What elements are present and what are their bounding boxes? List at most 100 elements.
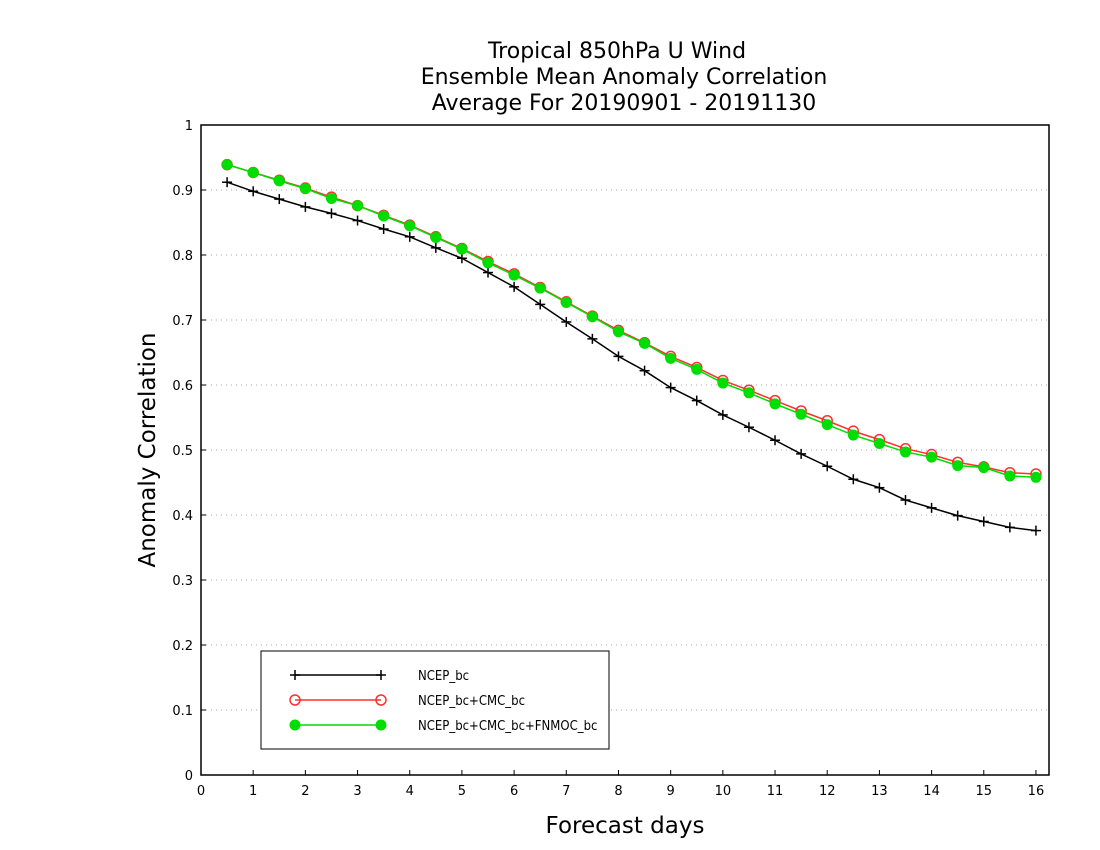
chart-title-line-1: Tropical 850hPa U Wind — [487, 39, 746, 64]
data-point — [325, 192, 337, 204]
data-point — [222, 177, 233, 188]
data-point — [430, 231, 442, 243]
data-point — [899, 446, 911, 458]
data-point — [769, 398, 781, 410]
series-line — [226, 163, 1036, 479]
data-point — [378, 210, 390, 222]
data-point — [587, 333, 598, 344]
y-tick-label: 0.2 — [172, 639, 193, 654]
data-point — [352, 215, 363, 226]
data-point — [770, 435, 781, 446]
legend-item: NCEP_bc — [290, 669, 469, 684]
x-tick-label: 5 — [458, 784, 466, 799]
data-point — [483, 267, 494, 278]
chart-title-line-3: Average For 20190901 - 20191130 — [432, 91, 817, 116]
data-point — [299, 183, 311, 195]
data-point — [247, 166, 259, 178]
legend-marker — [376, 670, 386, 680]
data-point — [978, 462, 990, 474]
x-tick-label: 16 — [1028, 784, 1045, 799]
data-point — [535, 299, 546, 310]
series-layer — [221, 158, 1042, 536]
x-tick-label: 11 — [767, 784, 784, 799]
data-point — [848, 474, 859, 485]
series-3 — [221, 159, 1042, 483]
data-point — [952, 510, 963, 521]
x-tick-label: 12 — [819, 784, 836, 799]
legend-marker — [290, 670, 300, 680]
x-tick-label: 8 — [614, 784, 622, 799]
x-tick-label: 13 — [871, 784, 888, 799]
legend-marker — [289, 719, 301, 731]
y-tick-label: 0.4 — [172, 509, 193, 524]
data-point — [691, 363, 703, 375]
data-point — [847, 429, 859, 441]
data-point — [560, 296, 572, 308]
data-point — [456, 253, 467, 264]
x-tick-label: 7 — [562, 784, 570, 799]
data-point — [691, 395, 702, 406]
data-point — [221, 159, 233, 171]
legend-marker — [375, 719, 387, 731]
data-point — [821, 419, 833, 431]
data-point — [717, 377, 729, 389]
x-tick-label: 6 — [510, 784, 518, 799]
data-point — [456, 243, 468, 255]
series-2 — [221, 158, 1042, 480]
data-point — [404, 220, 416, 232]
data-point — [822, 461, 833, 472]
data-point — [743, 387, 755, 399]
legend: NCEP_bc NCEP_bc+CMC_bc NCEP_bc+CMC_bc+FNMO… — [260, 650, 610, 750]
y-tick-label: 1 — [185, 119, 193, 134]
y-tick-label: 0.1 — [172, 704, 193, 719]
legend-label: NCEP_bc+CMC_bc — [418, 694, 525, 709]
data-point — [273, 175, 285, 187]
series-1 — [222, 177, 1041, 536]
y-tick-label: 0.3 — [172, 574, 193, 589]
legend-label: NCEP_bc — [418, 669, 469, 684]
y-tick-label: 0.9 — [172, 184, 193, 199]
data-point — [952, 460, 964, 472]
data-point — [430, 242, 441, 253]
data-point — [743, 422, 754, 433]
x-tick-label: 4 — [406, 784, 414, 799]
x-axis: 0 1 2 3 4 5 6 7 8 9 10 11 12 13 14 15 16 — [197, 770, 1044, 799]
data-point — [509, 281, 520, 292]
data-point — [326, 208, 337, 219]
data-point — [1004, 470, 1016, 482]
x-tick-label: 3 — [353, 784, 361, 799]
data-point — [300, 201, 311, 212]
chart-title-line-2: Ensemble Mean Anomaly Correlation — [421, 65, 828, 90]
data-point — [404, 231, 415, 242]
data-point — [561, 316, 572, 327]
legend-marker — [375, 694, 387, 706]
data-point — [612, 326, 624, 338]
data-point — [352, 200, 364, 212]
data-point — [1004, 522, 1015, 533]
x-tick-label: 0 — [197, 784, 205, 799]
series-line — [226, 163, 1036, 475]
x-tick-label: 15 — [975, 784, 992, 799]
data-point — [274, 194, 285, 205]
data-point — [534, 282, 546, 294]
data-point — [639, 337, 651, 349]
legend-item: NCEP_bc+CMC_bc — [289, 694, 525, 709]
data-point — [926, 502, 937, 513]
data-point — [900, 495, 911, 506]
x-tick-label: 9 — [667, 784, 675, 799]
x-tick-label: 2 — [301, 784, 309, 799]
x-tick-label: 1 — [249, 784, 257, 799]
y-tick-label: 0.6 — [172, 379, 193, 394]
y-tick-label: 0 — [185, 769, 193, 784]
x-axis-title: Forecast days — [546, 813, 705, 839]
series-line — [226, 181, 1037, 532]
data-point — [873, 438, 885, 449]
data-point — [795, 408, 807, 420]
data-point — [248, 186, 259, 197]
data-point — [378, 224, 389, 234]
data-point — [639, 365, 650, 376]
legend-marker — [289, 694, 301, 706]
data-point — [665, 382, 676, 393]
y-tick-label: 0.7 — [172, 314, 193, 329]
